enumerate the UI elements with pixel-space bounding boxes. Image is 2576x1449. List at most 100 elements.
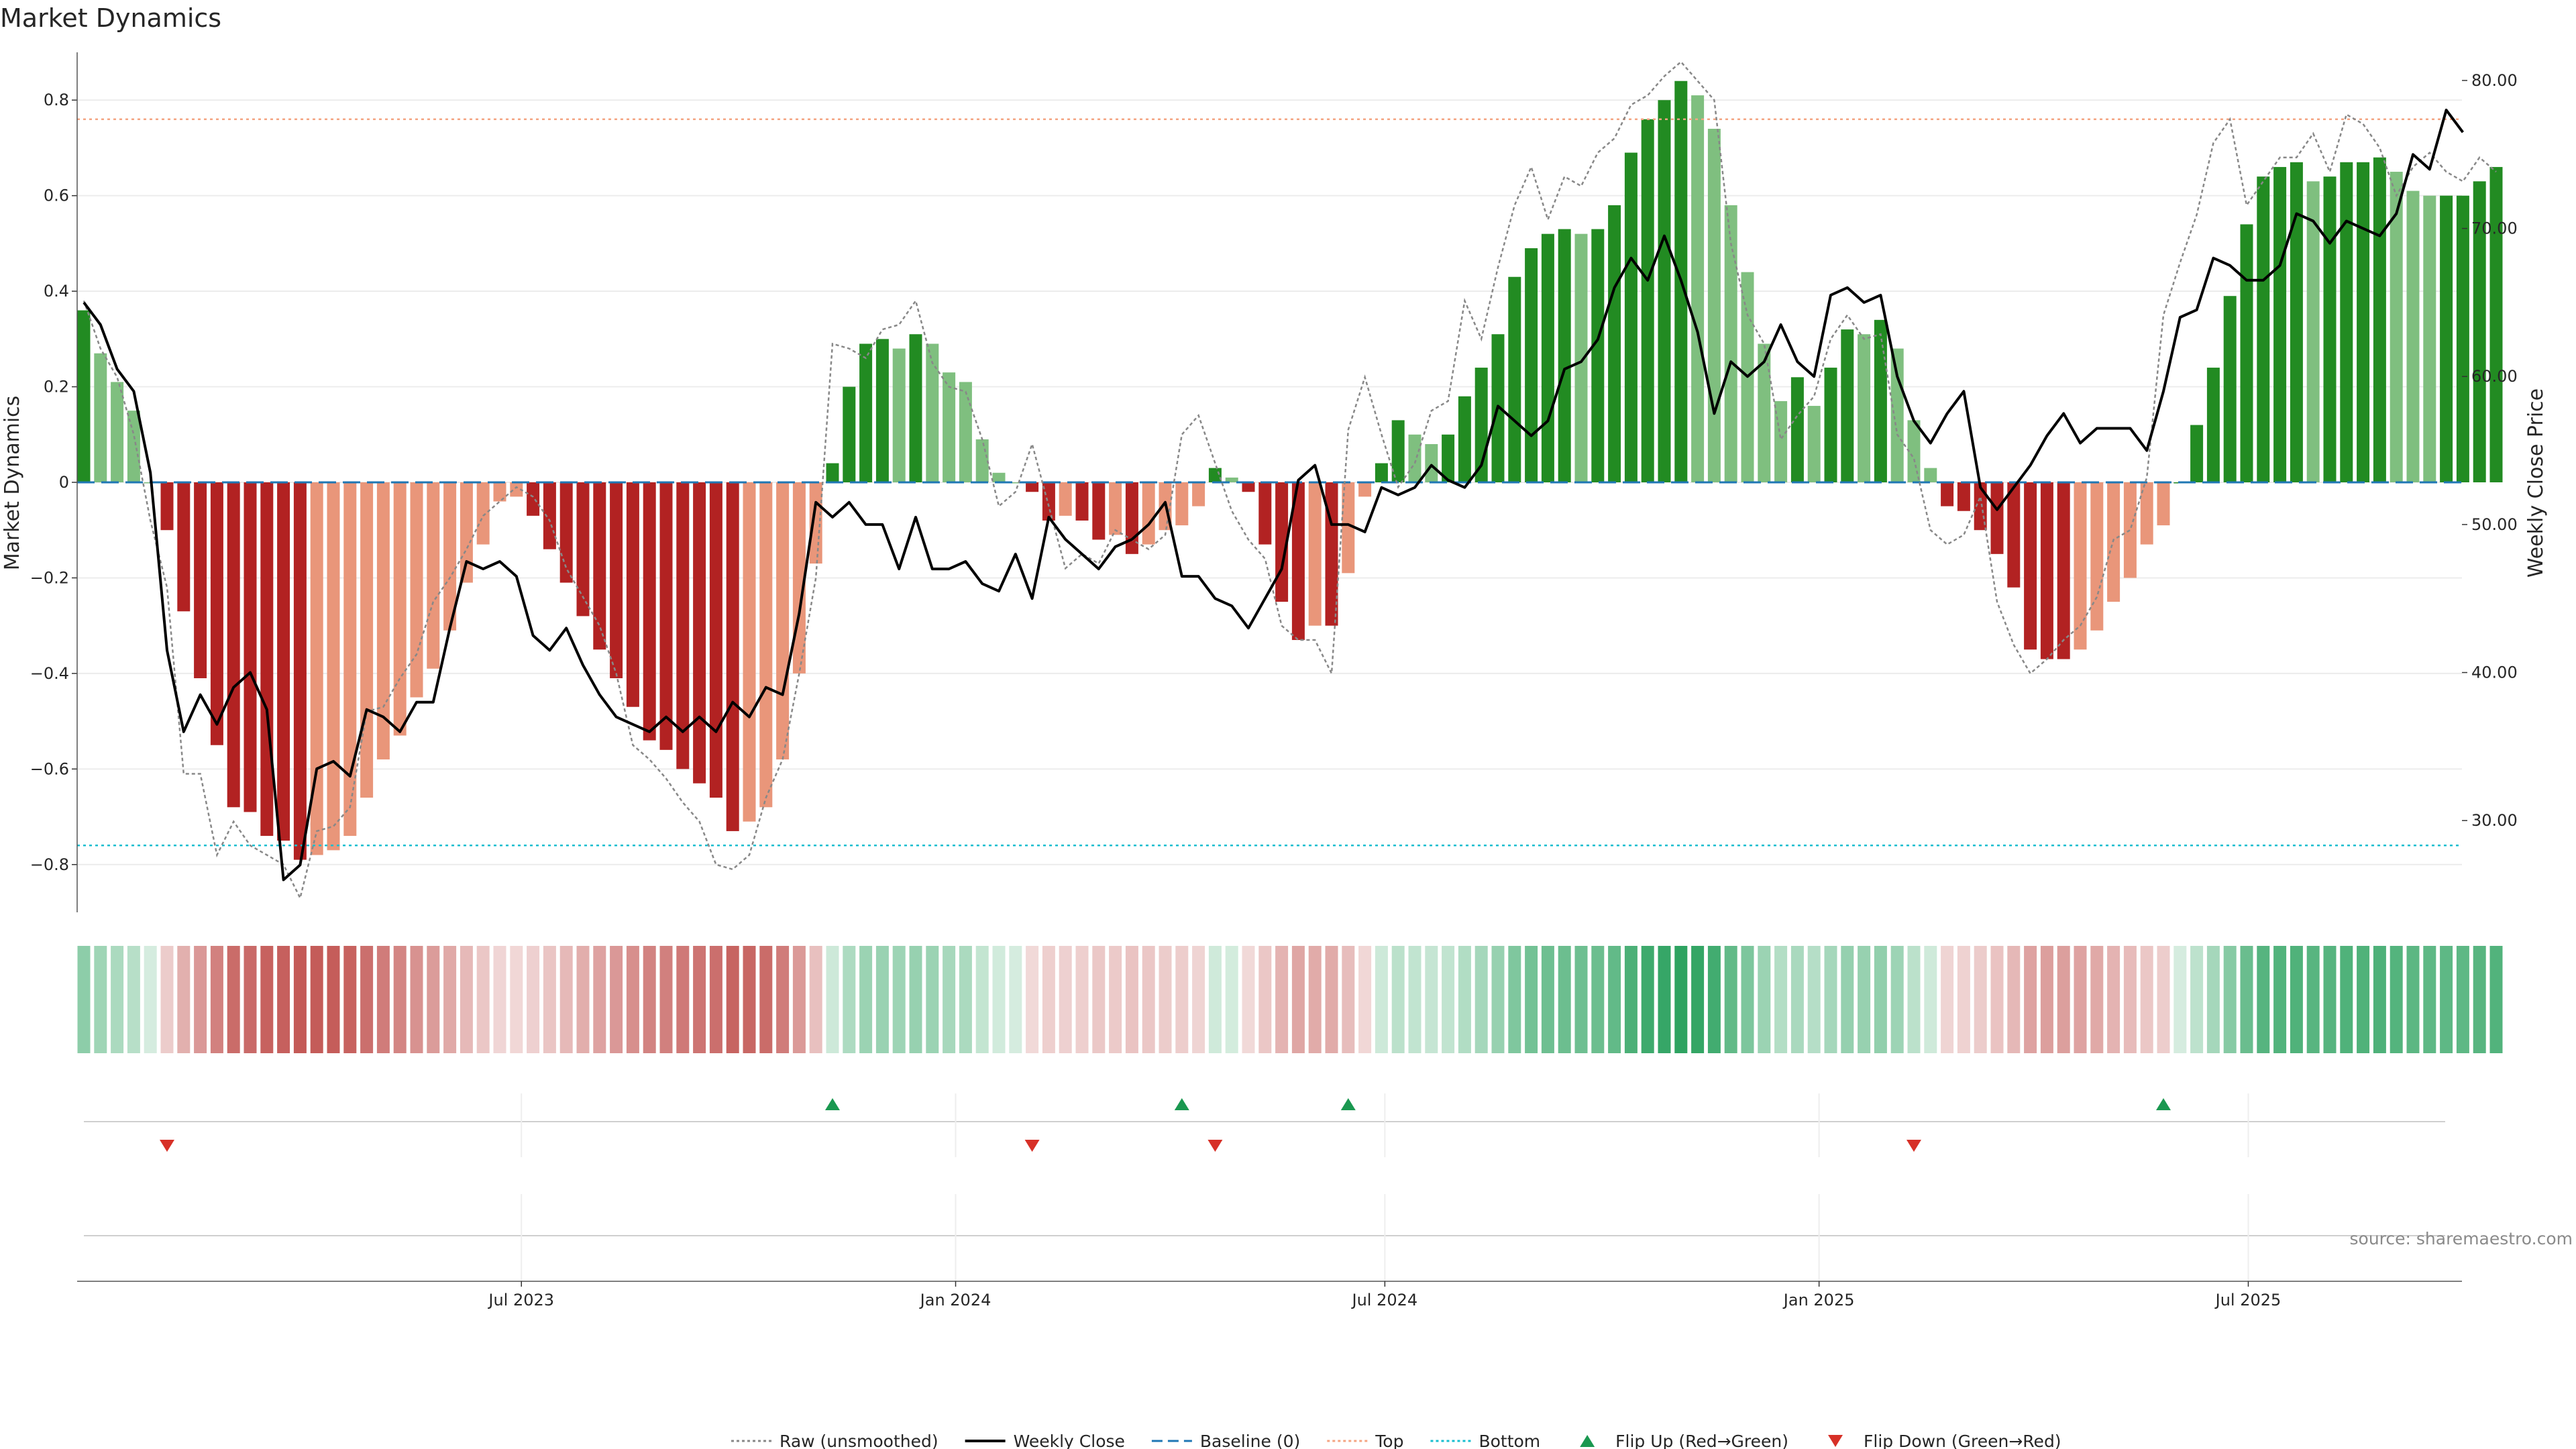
left-tick-label: 0 <box>59 473 69 492</box>
dynamics-bar <box>94 353 107 482</box>
heat-cell <box>1724 946 1737 1053</box>
heat-cell <box>909 946 922 1053</box>
dynamics-bar <box>111 382 124 482</box>
dynamics-bar <box>926 343 939 482</box>
heat-cell <box>926 946 939 1053</box>
heat-cell <box>1691 946 1705 1053</box>
dynamics-bar <box>2423 195 2436 482</box>
heat-cell <box>2007 946 2021 1053</box>
dynamics-bar <box>1458 396 1471 482</box>
heat-cell <box>2473 946 2486 1053</box>
dynamics-bar <box>1724 205 1737 482</box>
heat-cell <box>1941 946 1954 1053</box>
x-tick-label: Jul 2023 <box>487 1291 554 1309</box>
left-y-axis: 0.8 0.6 0.4 0.2 0 −0.2 −0.4 −0.6 −0.8 <box>30 52 78 912</box>
heat-cell <box>1574 946 1588 1053</box>
heat-cell <box>693 946 706 1053</box>
heat-cell <box>543 946 556 1053</box>
dynamics-bar <box>1841 329 1854 482</box>
legend-label: Baseline (0) <box>1200 1432 1300 1449</box>
flip-up-marker <box>1340 1098 1356 1110</box>
heat-cell <box>859 946 873 1053</box>
heat-cell <box>493 946 506 1053</box>
dynamics-bar <box>975 439 989 482</box>
heat-cell <box>659 946 673 1053</box>
dynamics-bar <box>2440 195 2453 482</box>
dynamics-bar <box>2273 166 2287 482</box>
heat-cell <box>1142 946 1155 1053</box>
heat-cell <box>1225 946 1238 1053</box>
heat-cell <box>1624 946 1638 1053</box>
heat-cell <box>2074 946 2087 1053</box>
heat-cell <box>626 946 639 1053</box>
left-tick-label: 0.8 <box>44 91 69 109</box>
dynamics-bar <box>277 482 290 841</box>
heat-cell <box>1591 946 1605 1053</box>
flip-down-marker <box>1024 1140 1040 1152</box>
heat-cell <box>1175 946 1189 1053</box>
dynamics-bar <box>1092 482 1106 540</box>
heat-cell <box>1890 946 1904 1053</box>
dynamics-bar <box>1941 482 1954 506</box>
heat-cell <box>809 946 822 1053</box>
heat-cell <box>194 946 207 1053</box>
heat-cell <box>992 946 1006 1053</box>
heat-cell <box>1342 946 1355 1053</box>
heat-cell <box>2406 946 2420 1053</box>
left-tick-label: −0.6 <box>30 759 69 778</box>
dynamics-bar <box>1858 334 1871 482</box>
heat-cell <box>2174 946 2187 1053</box>
legend-label: Bottom <box>1479 1432 1540 1449</box>
dynamics-bar <box>1774 400 1788 482</box>
dynamics-bar <box>2090 482 2104 631</box>
heat-cell <box>2057 946 2070 1053</box>
heat-cell <box>2240 946 2253 1053</box>
heat-cell <box>260 946 274 1053</box>
heat-cell <box>293 946 307 1053</box>
flip-down-marker <box>1907 1140 1921 1152</box>
dynamics-bar <box>1192 482 1205 506</box>
heat-cell <box>527 946 540 1053</box>
dynamics-bar <box>1375 463 1388 482</box>
heat-cell <box>1242 946 1255 1053</box>
heat-cell <box>1608 946 1621 1053</box>
heat-cell <box>1774 946 1788 1053</box>
heat-cell <box>576 946 590 1053</box>
heat-cell <box>1990 946 2004 1053</box>
heat-cell <box>2290 946 2303 1053</box>
dynamics-bar <box>543 482 556 549</box>
dynamics-bar <box>593 482 606 650</box>
dynamics-bar <box>676 482 690 769</box>
heat-cell <box>1491 946 1505 1053</box>
heat-cell <box>1508 946 1521 1053</box>
dynamics-bar <box>460 482 473 583</box>
dynamics-bar <box>194 482 207 679</box>
dynamics-bar <box>2357 162 2370 483</box>
dynamics-bar <box>2373 157 2386 482</box>
dynamics-bar <box>1874 319 1887 482</box>
heat-cell <box>1525 946 1538 1053</box>
heat-cell <box>1558 946 1571 1053</box>
dynamics-bar <box>1391 420 1405 482</box>
heat-cell <box>1159 946 1172 1053</box>
dynamics-bar <box>909 334 922 482</box>
heat-cell <box>2140 946 2153 1053</box>
dynamics-bar <box>1059 482 1072 516</box>
dynamics-bar <box>1641 119 1654 482</box>
dynamics-bar <box>443 482 457 631</box>
x-axis: Jul 2023 Jan 2024 Jul 2024 Jan 2025 Jul 2025 <box>77 1281 2462 1309</box>
dynamics-bar <box>1824 368 1837 482</box>
dynamics-bar <box>127 411 140 482</box>
dynamics-bar <box>210 482 223 745</box>
flip-up-marker <box>825 1098 840 1110</box>
heat-cell <box>875 946 889 1053</box>
dynamics-bar <box>2240 224 2253 482</box>
heat-cell <box>1059 946 1072 1053</box>
heat-cell <box>127 946 140 1053</box>
dynamics-bar <box>1175 482 1189 526</box>
dynamics-bar <box>1442 434 1455 482</box>
dynamics-bar <box>1541 233 1554 482</box>
dynamics-bar <box>1291 482 1305 641</box>
dynamics-bar <box>1009 482 1022 484</box>
heat-cell <box>1874 946 1887 1053</box>
